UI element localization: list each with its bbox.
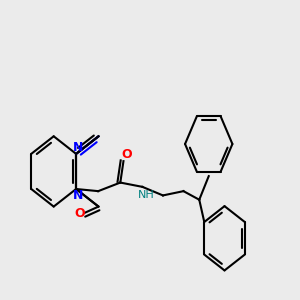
Text: O: O [74,206,85,220]
Text: N: N [73,141,83,154]
Text: NH: NH [138,190,154,200]
Text: N: N [73,189,83,202]
Text: O: O [121,148,132,161]
